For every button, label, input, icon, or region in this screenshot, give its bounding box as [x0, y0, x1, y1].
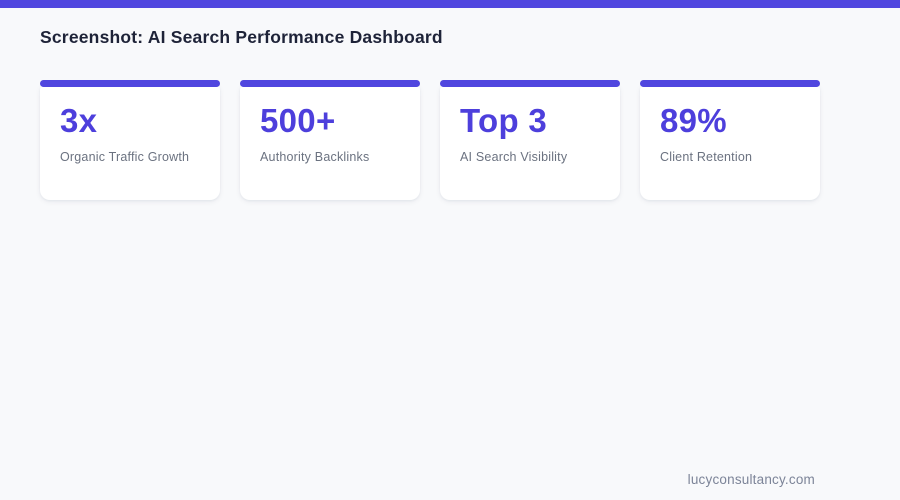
top-accent-bar — [0, 0, 900, 8]
stat-value: Top 3 — [460, 102, 548, 139]
stat-card-body: 3x Organic Traffic Growth — [40, 84, 220, 200]
card-accent-bar — [40, 80, 220, 87]
stat-label: Authority Backlinks — [260, 150, 370, 164]
footer-domain-text: lucyconsultancy.com — [687, 472, 815, 487]
page-title: Screenshot: AI Search Performance Dashbo… — [40, 27, 443, 47]
stat-card-ai-visibility: Top 3 AI Search Visibility — [440, 80, 620, 200]
card-accent-bar — [640, 80, 820, 87]
stat-value: 3x — [60, 102, 98, 139]
stat-value: 89% — [660, 102, 727, 139]
card-accent-bar — [240, 80, 420, 87]
card-accent-bar — [440, 80, 620, 87]
stat-card-body: Top 3 AI Search Visibility — [440, 84, 620, 200]
stat-card-client-retention: 89% Client Retention — [640, 80, 820, 200]
stat-label: AI Search Visibility — [460, 150, 568, 164]
stat-label: Organic Traffic Growth — [60, 150, 190, 164]
stat-value: 500+ — [260, 102, 336, 139]
stat-card-body: 500+ Authority Backlinks — [240, 84, 420, 200]
stats-card-row: 3x Organic Traffic Growth 500+ Authority… — [40, 80, 820, 200]
stat-card-body: 89% Client Retention — [640, 84, 820, 200]
stat-card-backlinks: 500+ Authority Backlinks — [240, 80, 420, 200]
stat-label: Client Retention — [660, 150, 753, 164]
stat-card-organic-traffic: 3x Organic Traffic Growth — [40, 80, 220, 200]
